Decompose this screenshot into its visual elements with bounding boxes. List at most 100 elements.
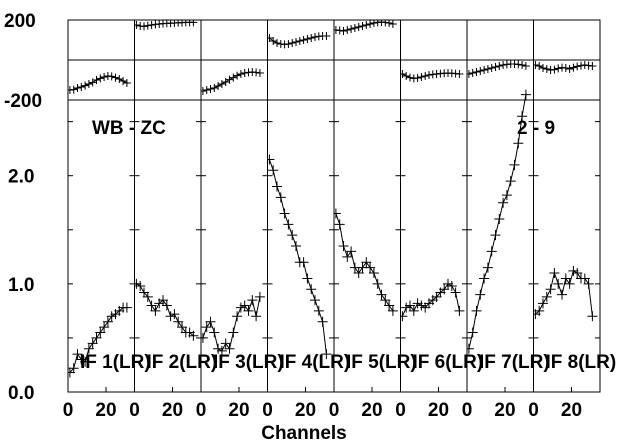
phase-point [472, 68, 481, 76]
phase-point [476, 67, 485, 75]
panel-content [334, 20, 398, 316]
amp-point [408, 305, 419, 316]
phase-point [92, 76, 101, 84]
amp-point [490, 230, 501, 241]
phase-point [229, 73, 238, 82]
phase-point [580, 61, 589, 69]
amp-point [243, 305, 254, 316]
phase-point [273, 39, 281, 47]
phase-point [347, 25, 356, 33]
phase-point [69, 85, 78, 94]
amp-point [291, 241, 301, 251]
amp-series-line [335, 213, 394, 312]
x-tick-label: 20 [494, 400, 515, 421]
phase-point [495, 62, 504, 70]
panel-label: IF 3(LR) [213, 352, 284, 373]
phase-point [206, 85, 215, 93]
amp-point [501, 190, 512, 201]
phase-point [343, 26, 352, 34]
amp-point [150, 305, 161, 316]
amp-point [99, 322, 110, 333]
x-tick-label: 20 [162, 400, 183, 421]
phase-point [81, 81, 90, 90]
amp-point [232, 311, 243, 322]
phase-point [77, 83, 86, 91]
phase-point [550, 65, 559, 74]
phase-point [535, 62, 544, 70]
phase-tick-label: 200 [4, 11, 36, 32]
phase-point [269, 37, 278, 45]
amp-point [405, 300, 415, 311]
phase-point [307, 34, 316, 42]
phase-point [400, 70, 407, 78]
phase-point [140, 22, 148, 31]
amp-point [384, 300, 395, 311]
amp-point [376, 289, 387, 300]
amp-point [541, 291, 552, 302]
amp-point [572, 268, 583, 279]
phase-point [252, 68, 261, 77]
phase-point [292, 38, 300, 46]
phase-point [225, 75, 234, 84]
phase-point [202, 86, 211, 94]
amp-point [494, 213, 505, 224]
amp-point [583, 278, 594, 289]
amp-point [545, 284, 556, 295]
amp-point [313, 305, 324, 316]
phase-point [214, 82, 223, 90]
amp-point [342, 251, 353, 262]
x-tick-label: 0 [63, 400, 74, 421]
phase-point [339, 27, 348, 35]
panel-7: IF 7(LR) [467, 60, 550, 373]
phase-point [111, 73, 120, 82]
annotation-right: 2 - 9 [517, 118, 555, 139]
panel-content [467, 60, 531, 354]
amp-point [310, 295, 320, 306]
amp-point [68, 363, 79, 374]
phase-point [288, 39, 297, 47]
panel-2: IF 2(LR) [134, 20, 217, 373]
panel-content [533, 61, 598, 322]
amp-point [161, 300, 172, 311]
amp-point [549, 268, 560, 279]
panel-content [267, 32, 332, 360]
phase-point [295, 37, 304, 45]
amp-point [272, 181, 282, 192]
phase-point [122, 79, 131, 87]
panel-label: IF 4(LR) [280, 352, 351, 373]
amp-point [513, 138, 524, 149]
amp-point [205, 316, 216, 327]
amp-point [368, 268, 379, 279]
amp-point [467, 343, 474, 354]
phase-point [499, 61, 508, 69]
amp-point [239, 300, 250, 311]
phase-point [542, 65, 551, 73]
amp-point [224, 343, 235, 354]
phase-point [487, 64, 496, 72]
amp-series-line [136, 283, 194, 337]
phase-point [284, 40, 293, 48]
phase-point [518, 61, 527, 69]
amp-point [220, 338, 231, 349]
amp-point [102, 316, 113, 327]
amp-point [247, 295, 258, 306]
panel-label: IF 8(LR) [546, 352, 617, 373]
amp-series-line [202, 296, 261, 352]
amp-point [287, 230, 298, 241]
amp-point [380, 295, 391, 306]
amp-point [188, 330, 199, 341]
amp-point [439, 284, 450, 295]
amp-point [553, 278, 564, 289]
phase-point [119, 77, 128, 85]
x-tick-label: 0 [129, 400, 140, 421]
amp-point [279, 208, 290, 219]
amp-point [72, 349, 83, 360]
amp-point [201, 322, 212, 333]
phase-point [189, 20, 198, 27]
panel-8: IF 8(LR) [533, 61, 617, 373]
amp-point [306, 284, 317, 295]
phase-point [467, 70, 473, 78]
phase-point [217, 80, 226, 88]
phase-point [335, 26, 344, 35]
phase-point [210, 84, 219, 92]
